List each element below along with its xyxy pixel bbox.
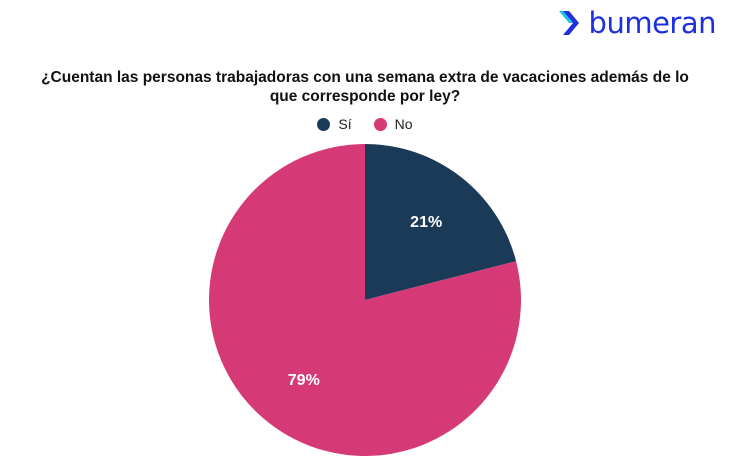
- legend-swatch-no: [373, 117, 387, 131]
- slice-label-no: 79%: [288, 372, 320, 389]
- legend-label-no: No: [394, 116, 413, 132]
- legend-item-si: Sí: [317, 116, 352, 132]
- slice-label-si: 21%: [410, 214, 442, 231]
- bumeran-chevron-icon: [558, 11, 579, 35]
- pie-slice-no: [209, 144, 521, 456]
- legend-item-no: No: [373, 116, 413, 132]
- chart-legend: Sí No: [0, 116, 730, 132]
- legend-label-si: Sí: [338, 116, 352, 132]
- legend-swatch-si: [317, 117, 331, 131]
- chart-title: ¿Cuentan las personas trabajadoras con u…: [41, 69, 689, 105]
- bumeran-logo: bumeran: [558, 5, 717, 40]
- brand-name: bumeran: [588, 5, 717, 40]
- pie-slice-si: [365, 144, 517, 300]
